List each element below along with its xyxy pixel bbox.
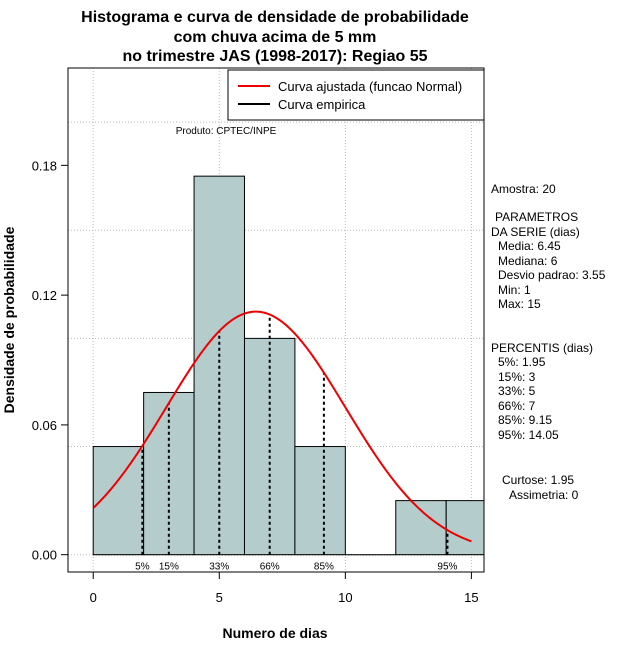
param-median: Mediana: 6 <box>498 254 558 268</box>
x-tick-label-1: 5 <box>216 590 223 605</box>
percentil-95: 95%: 14.05 <box>498 428 559 442</box>
y-tick-label-3: 0.18 <box>32 158 57 173</box>
percentile-label-3: 66% <box>260 562 280 573</box>
legend: Curva ajustada (funcao Normal) Curva emp… <box>227 69 485 121</box>
product-annotation: Produto: CPTEC/INPE <box>176 126 277 137</box>
percentile-label-2: 33% <box>209 562 229 573</box>
histogram-bar-1 <box>143 391 195 556</box>
axes: 0 5 10 15 0.00 0.06 0.12 0.18 <box>32 67 485 605</box>
chart-title-line-3: no trimestre JAS (1998-2017): Regiao 55 <box>122 48 427 65</box>
histogram-bar-2 <box>193 175 245 556</box>
y-tick-label-2: 0.12 <box>32 288 57 303</box>
normal-curve-path <box>92 310 472 543</box>
chart-title-line-1: Histograma e curva de densidade de proba… <box>81 9 469 26</box>
legend-label-empirical: Curva empirica <box>278 97 366 112</box>
params-title-2: DA SERIE (dias) <box>491 225 580 239</box>
legend-box <box>227 69 485 121</box>
y-tick-label-1: 0.06 <box>32 418 57 433</box>
statistics-panel: Amostra: 20 PARAMETROS DA SERIE (dias) M… <box>491 182 606 502</box>
percentil-15: 15%: 3 <box>498 370 536 384</box>
param-max: Max: 15 <box>498 297 541 311</box>
y-tick-label-0: 0.00 <box>32 548 57 563</box>
sample-size: Amostra: 20 <box>491 182 556 196</box>
param-sd: Desvio padrao: 3.55 <box>498 268 606 282</box>
chart-title-line-2: com chuva acima de 5 mm <box>174 29 377 46</box>
y-axis-label: Densidade de probabilidade <box>1 226 17 413</box>
percentil-85: 85%: 9.15 <box>498 413 552 427</box>
plot-frame <box>67 67 485 573</box>
percentil-33: 33%: 5 <box>498 384 536 398</box>
chart-title: Histograma e curva de densidade de proba… <box>81 9 469 65</box>
normal-curve <box>92 310 472 543</box>
percentile-label-4: 85% <box>314 562 334 573</box>
x-axis-label: Numero de dias <box>222 625 327 641</box>
legend-label-fitted: Curva ajustada (funcao Normal) <box>278 79 462 94</box>
histogram-bars <box>92 175 485 556</box>
x-tick-label-0: 0 <box>90 590 97 605</box>
histogram-bar-7 <box>445 500 485 556</box>
histogram-bar-4 <box>294 446 346 556</box>
histogram-bar-6 <box>395 500 447 556</box>
percentile-labels: 5% 15% 33% 66% 85% 95% <box>135 562 457 573</box>
percentile-label-1: 15% <box>159 562 179 573</box>
skewness: Assimetria: 0 <box>509 488 579 502</box>
param-mean: Media: 6.45 <box>498 239 561 253</box>
percentile-label-0: 5% <box>135 562 150 573</box>
percentis-title: PERCENTIS (dias) <box>491 341 593 355</box>
params-title-1: PARAMETROS <box>495 210 578 224</box>
kurtosis: Curtose: 1.95 <box>502 473 574 487</box>
percentil-5: 5%: 1.95 <box>498 355 546 369</box>
percentil-66: 66%: 7 <box>498 399 536 413</box>
x-tick-label-2: 10 <box>338 590 352 605</box>
param-min: Min: 1 <box>498 283 531 297</box>
percentile-lines <box>141 314 449 555</box>
x-tick-label-3: 15 <box>464 590 478 605</box>
percentile-label-5: 95% <box>437 562 457 573</box>
